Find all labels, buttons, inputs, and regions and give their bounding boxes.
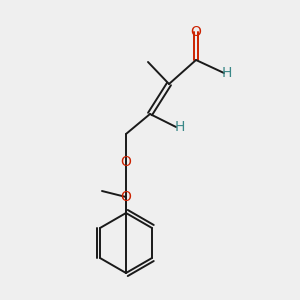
Text: O: O	[121, 190, 131, 204]
Text: O: O	[121, 155, 131, 169]
Text: H: H	[175, 120, 185, 134]
Text: O: O	[190, 25, 201, 39]
Text: H: H	[222, 66, 232, 80]
